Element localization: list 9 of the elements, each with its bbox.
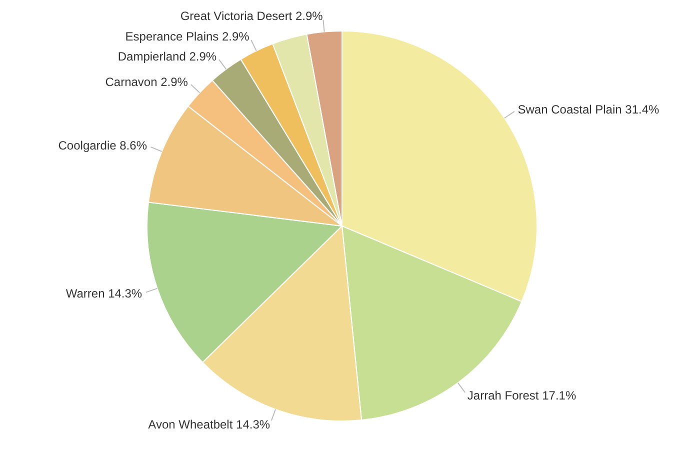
slice-label: Great Victoria Desert 2.9% — [180, 8, 324, 23]
slice-label: Esperance Plains 2.9% — [125, 29, 250, 44]
slice-label: Coolgardie 8.6% — [58, 138, 148, 152]
slice-label: Swan Coastal Plain 31.4% — [518, 102, 660, 116]
slice-label: Warren 14.3% — [66, 286, 142, 301]
slice-label: Carnavon 2.9% — [105, 74, 188, 89]
slice-label: Avon Wheatbelt 14.3% — [148, 417, 270, 432]
slice-label: Dampierland 2.9% — [118, 49, 217, 64]
slice-label: Jarrah Forest 17.1% — [467, 388, 576, 403]
